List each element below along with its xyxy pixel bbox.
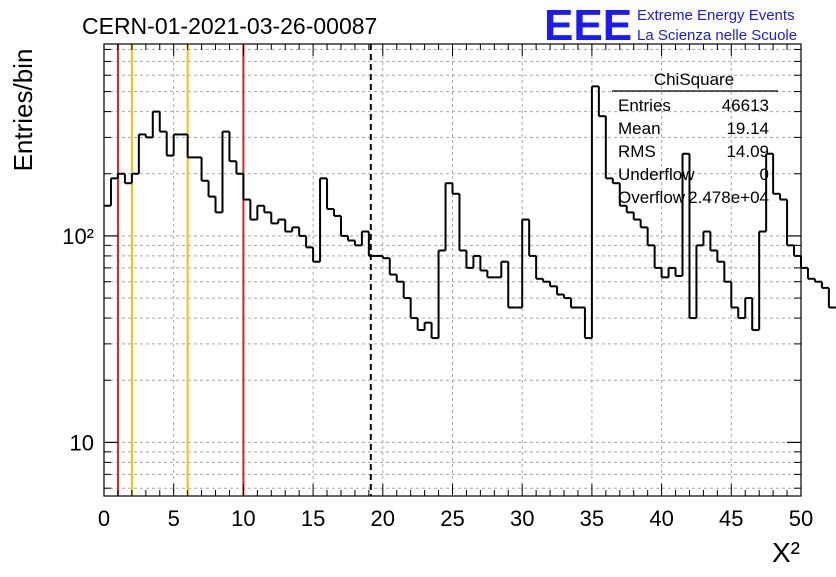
stats-value-entries: 46613 bbox=[722, 96, 769, 115]
stats-label-underflow: Underflow bbox=[618, 165, 695, 184]
stats-box: ChiSquare Entries 46613 Mean 19.14 RMS 1… bbox=[612, 70, 778, 207]
stats-label-mean: Mean bbox=[618, 119, 661, 138]
x-tick-label: 0 bbox=[98, 506, 110, 531]
logo-mark: EEE bbox=[544, 1, 632, 50]
stats-title: ChiSquare bbox=[654, 70, 734, 89]
y-axis-label: Entries/bin bbox=[8, 49, 38, 172]
x-tick-label: 25 bbox=[440, 506, 464, 531]
x-axis-label: X² bbox=[772, 537, 800, 568]
stats-label-overflow: Overflow bbox=[618, 188, 686, 207]
logo-line-2: La Scienza nelle Scuole bbox=[637, 27, 797, 44]
x-tick-label: 35 bbox=[580, 506, 604, 531]
stats-value-overflow: 2.478e+04 bbox=[688, 188, 769, 207]
x-tick-label: 20 bbox=[371, 506, 395, 531]
stats-value-mean: 19.14 bbox=[726, 119, 769, 138]
reference-lines bbox=[116, 44, 372, 496]
histogram bbox=[104, 85, 836, 340]
x-tick-label: 40 bbox=[649, 506, 673, 531]
stats-value-underflow: 0 bbox=[760, 165, 769, 184]
x-tick-label: 15 bbox=[301, 506, 325, 531]
x-tick-label: 10 bbox=[231, 506, 255, 531]
logo-line-1: Extreme Energy Events bbox=[637, 7, 795, 24]
stats-value-rms: 14.09 bbox=[726, 142, 769, 161]
x-tick-label: 30 bbox=[510, 506, 534, 531]
run-title: CERN-01-2021-03-26-00087 bbox=[82, 13, 377, 39]
stats-label-rms: RMS bbox=[618, 142, 656, 161]
y-tick-label: 10 bbox=[70, 430, 94, 455]
x-tick-label: 5 bbox=[168, 506, 180, 531]
y-tick-label: 10² bbox=[62, 224, 94, 249]
x-tick-label: 50 bbox=[789, 506, 813, 531]
eee-logo: EEE Extreme Energy Events La Scienza nel… bbox=[544, 1, 797, 50]
x-tick-label: 45 bbox=[719, 506, 743, 531]
axes: 0 5 10 15 20 25 30 35 40 45 50 10 10² bbox=[62, 43, 813, 531]
stats-label-entries: Entries bbox=[618, 96, 671, 115]
